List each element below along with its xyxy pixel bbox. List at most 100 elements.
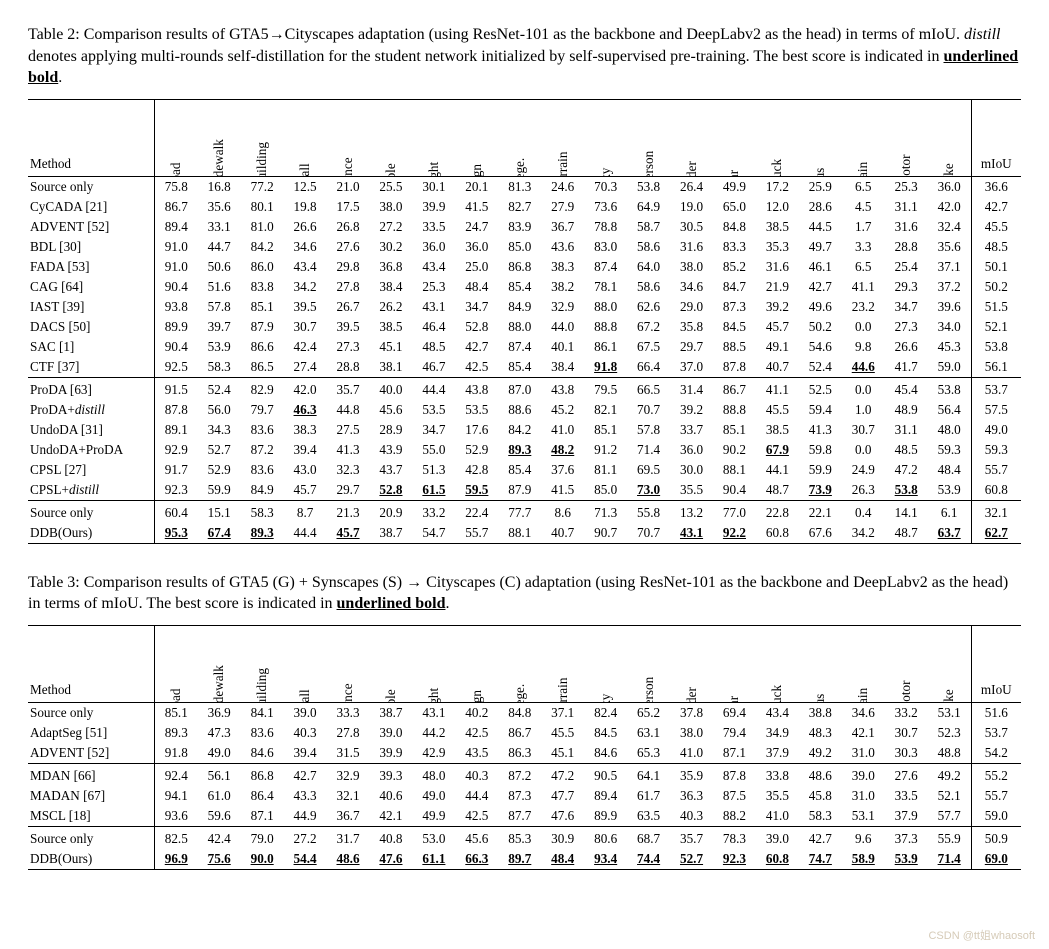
value-cell: 33.1 <box>198 217 241 237</box>
method-cell: Source only <box>28 826 154 849</box>
method-cell: ProDA+distill <box>28 400 154 420</box>
miou-cell: 50.9 <box>971 826 1021 849</box>
value-cell: 31.6 <box>885 217 928 237</box>
value-cell: 49.2 <box>928 763 971 786</box>
value-cell: 43.1 <box>412 297 455 317</box>
table-row: DDB(Ours)95.367.489.344.445.738.754.755.… <box>28 523 1021 544</box>
value-cell: 85.4 <box>498 357 541 378</box>
value-cell: 40.3 <box>455 763 498 786</box>
miou-header: mIoU <box>971 625 1021 702</box>
value-cell: 77.2 <box>241 176 284 197</box>
miou-cell: 54.2 <box>971 743 1021 764</box>
value-cell: 70.7 <box>627 523 670 544</box>
value-cell: 73.6 <box>584 197 627 217</box>
value-cell: 52.5 <box>799 377 842 400</box>
value-cell: 92.3 <box>713 849 756 870</box>
method-cell: SAC [1] <box>28 337 154 357</box>
col-header-person: person <box>627 625 670 702</box>
method-cell: CAG [64] <box>28 277 154 297</box>
col-header-sidewalk: sidewalk <box>198 99 241 176</box>
value-cell: 31.0 <box>842 786 885 806</box>
col-header-road: road <box>154 625 197 702</box>
value-cell: 52.7 <box>670 849 713 870</box>
table-row: UndoDA [31]89.134.383.638.327.528.934.71… <box>28 420 1021 440</box>
value-cell: 42.1 <box>842 723 885 743</box>
value-cell: 58.3 <box>198 357 241 378</box>
value-cell: 89.4 <box>154 217 197 237</box>
value-cell: 84.1 <box>241 702 284 723</box>
miou-cell: 51.6 <box>971 702 1021 723</box>
value-cell: 38.0 <box>670 723 713 743</box>
value-cell: 41.3 <box>799 420 842 440</box>
value-cell: 34.7 <box>885 297 928 317</box>
value-cell: 32.4 <box>928 217 971 237</box>
value-cell: 80.6 <box>584 826 627 849</box>
value-cell: 32.9 <box>541 297 584 317</box>
value-cell: 48.7 <box>885 523 928 544</box>
value-cell: 90.4 <box>713 480 756 501</box>
value-cell: 92.2 <box>713 523 756 544</box>
value-cell: 4.5 <box>842 197 885 217</box>
value-cell: 37.1 <box>541 702 584 723</box>
value-cell: 3.3 <box>842 237 885 257</box>
method-cell: AdaptSeg [51] <box>28 723 154 743</box>
value-cell: 49.7 <box>799 237 842 257</box>
method-header: Method <box>28 99 154 176</box>
value-cell: 39.4 <box>284 743 327 764</box>
value-cell: 30.7 <box>842 420 885 440</box>
value-cell: 40.6 <box>370 786 413 806</box>
value-cell: 36.8 <box>370 257 413 277</box>
value-cell: 63.1 <box>627 723 670 743</box>
table3: Methodroadsidewalkbuildingwallfencepolel… <box>28 625 1021 870</box>
value-cell: 22.4 <box>455 500 498 523</box>
value-cell: 41.0 <box>670 743 713 764</box>
value-cell: 93.6 <box>154 806 197 827</box>
miou-cell: 62.7 <box>971 523 1021 544</box>
value-cell: 39.0 <box>842 763 885 786</box>
value-cell: 70.7 <box>627 400 670 420</box>
value-cell: 83.6 <box>241 460 284 480</box>
value-cell: 31.1 <box>885 420 928 440</box>
value-cell: 95.3 <box>154 523 197 544</box>
value-cell: 69.5 <box>627 460 670 480</box>
value-cell: 45.3 <box>928 337 971 357</box>
value-cell: 81.1 <box>584 460 627 480</box>
value-cell: 38.8 <box>799 702 842 723</box>
value-cell: 29.7 <box>327 480 370 501</box>
value-cell: 56.0 <box>198 400 241 420</box>
col-header-wall: wall <box>284 625 327 702</box>
method-cell: CPSL+distill <box>28 480 154 501</box>
value-cell: 45.6 <box>370 400 413 420</box>
value-cell: 48.5 <box>885 440 928 460</box>
value-cell: 58.3 <box>799 806 842 827</box>
col-header-motor: motor <box>885 99 928 176</box>
value-cell: 85.4 <box>498 277 541 297</box>
value-cell: 30.0 <box>670 460 713 480</box>
table-row: SAC [1]90.453.986.642.427.345.148.542.78… <box>28 337 1021 357</box>
value-cell: 43.4 <box>284 257 327 277</box>
value-cell: 82.7 <box>498 197 541 217</box>
value-cell: 91.7 <box>154 460 197 480</box>
value-cell: 23.2 <box>842 297 885 317</box>
value-cell: 79.5 <box>584 377 627 400</box>
value-cell: 16.8 <box>198 176 241 197</box>
value-cell: 47.7 <box>541 786 584 806</box>
value-cell: 20.9 <box>370 500 413 523</box>
value-cell: 78.8 <box>584 217 627 237</box>
value-cell: 88.1 <box>498 523 541 544</box>
value-cell: 43.3 <box>284 786 327 806</box>
value-cell: 85.0 <box>498 237 541 257</box>
miou-cell: 32.1 <box>971 500 1021 523</box>
value-cell: 90.7 <box>584 523 627 544</box>
method-cell: CyCADA [21] <box>28 197 154 217</box>
miou-cell: 36.6 <box>971 176 1021 197</box>
value-cell: 37.1 <box>928 257 971 277</box>
value-cell: 43.1 <box>670 523 713 544</box>
value-cell: 37.9 <box>756 743 799 764</box>
table-row: UndoDA+ProDA92.952.787.239.441.343.955.0… <box>28 440 1021 460</box>
value-cell: 38.5 <box>756 217 799 237</box>
miou-cell: 55.7 <box>971 786 1021 806</box>
method-cell: MSCL [18] <box>28 806 154 827</box>
col-header-pole: pole <box>370 625 413 702</box>
value-cell: 28.8 <box>885 237 928 257</box>
